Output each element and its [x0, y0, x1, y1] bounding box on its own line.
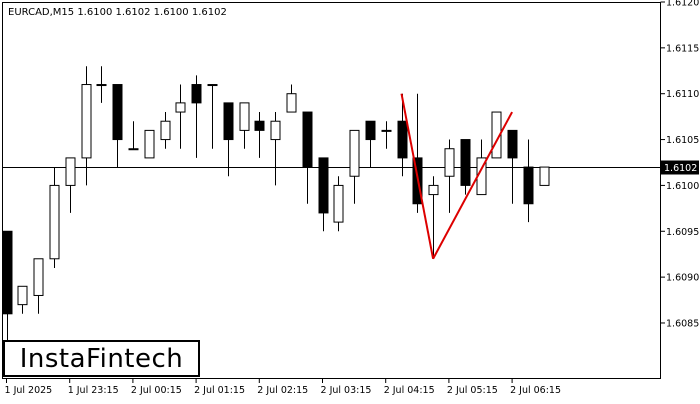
x-tick-label: 1 Jul 23:15 — [68, 385, 119, 396]
candle-body — [381, 129, 392, 132]
candle-body — [444, 148, 455, 177]
x-tick-label: 2 Jul 06:15 — [510, 385, 561, 396]
x-tick-label: 2 Jul 05:15 — [447, 385, 498, 396]
y-tick-label: 1.6110 — [666, 89, 699, 100]
candle-body — [507, 129, 518, 159]
candle-body — [128, 148, 139, 151]
pattern-line — [432, 111, 513, 260]
candle-body — [286, 93, 297, 113]
candle-body — [428, 184, 439, 196]
x-tick-label: 2 Jul 03:15 — [321, 385, 372, 396]
candle-body — [207, 84, 218, 87]
x-tick-label: 2 Jul 02:15 — [257, 385, 308, 396]
candle-body — [96, 84, 107, 87]
candle-body — [254, 120, 265, 131]
candle-body — [270, 120, 281, 141]
candle-body — [365, 120, 376, 141]
y-tick-label: 1.6090 — [666, 273, 699, 284]
x-tick-label: 1 Jul 2025 — [5, 385, 53, 396]
candle-body — [33, 258, 44, 296]
y-tick-label: 1.6115 — [666, 43, 699, 54]
x-tick-label: 2 Jul 01:15 — [194, 385, 245, 396]
y-tick-label: 1.6095 — [666, 227, 699, 238]
pattern-line — [400, 93, 435, 259]
plot-frame — [2, 2, 661, 379]
candle-body — [49, 184, 60, 260]
current-price-label: 1.6102 — [664, 163, 697, 174]
candle-body — [223, 102, 234, 141]
candle-body — [2, 230, 13, 315]
candle-body — [491, 111, 502, 159]
candle-body — [81, 84, 92, 159]
brand-logo: InstaFintech — [3, 340, 200, 377]
candle-body — [239, 102, 250, 131]
candle-body — [333, 184, 344, 223]
y-tick-label: 1.6085 — [666, 318, 699, 329]
candle-body — [349, 129, 360, 177]
candle-body — [175, 102, 186, 113]
candle-body — [302, 111, 313, 168]
candle-body — [65, 157, 76, 186]
brand-logo-text: InstaFintech — [19, 343, 184, 374]
chart-header: EURCAD,M15 1.6100 1.6102 1.6100 1.6102 — [8, 7, 227, 18]
candle-body — [17, 285, 28, 306]
candle-body — [160, 120, 171, 141]
y-tick-label: 1.6100 — [666, 181, 699, 192]
x-tick-label: 2 Jul 00:15 — [131, 385, 182, 396]
candle-body — [523, 166, 534, 205]
y-tick-label: 1.6105 — [666, 135, 699, 146]
candle-body — [112, 84, 123, 141]
candle-body — [318, 157, 329, 214]
current-price-tag — [661, 160, 699, 175]
candle-body — [144, 129, 155, 159]
candle-body — [397, 120, 408, 159]
y-tick-label: 1.6120 — [666, 0, 699, 9]
candle-body — [539, 166, 550, 186]
candle-body — [191, 84, 202, 104]
x-tick-label: 2 Jul 04:15 — [384, 385, 435, 396]
candle-body — [460, 139, 471, 186]
